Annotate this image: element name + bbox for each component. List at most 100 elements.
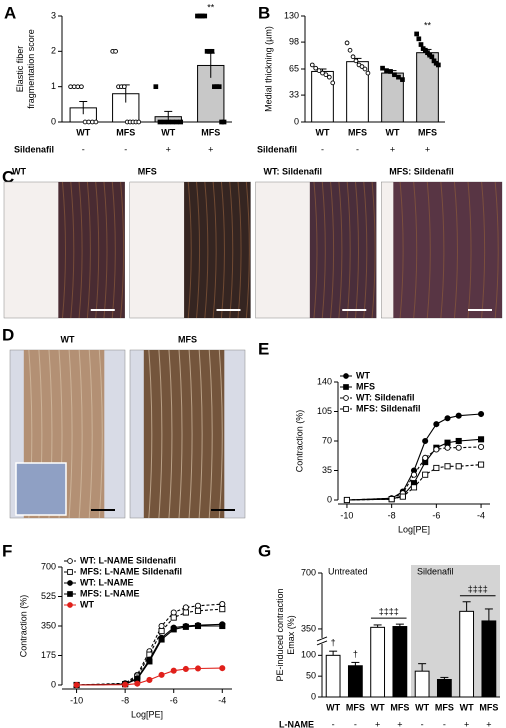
y-axis-title: Contraction (%) — [294, 410, 304, 473]
marker — [182, 623, 189, 630]
tissue-fiber — [70, 181, 75, 319]
marker — [422, 454, 429, 461]
marker — [146, 658, 153, 665]
tissue-fiber — [330, 181, 335, 319]
panel-letter: B — [258, 3, 270, 22]
y-axis-title: Elastic fiber — [15, 46, 25, 93]
marker — [433, 464, 440, 472]
tissue-fiber — [111, 181, 116, 319]
y-tick-label: 70 — [322, 435, 332, 445]
marker — [422, 437, 429, 445]
marker — [157, 119, 163, 125]
tissue-fiber — [204, 181, 209, 319]
marker — [178, 119, 184, 125]
marker — [478, 461, 485, 468]
marker — [455, 437, 462, 445]
marker — [194, 622, 202, 630]
y-tick-label: 0 — [51, 116, 56, 126]
marker — [380, 65, 385, 71]
marker — [136, 119, 142, 125]
marker — [170, 626, 177, 633]
x-tick-label: WT — [460, 702, 474, 712]
marker — [343, 384, 349, 390]
x-tick-label: WT — [326, 702, 340, 712]
marker — [444, 415, 451, 422]
marker — [194, 602, 202, 609]
marker — [93, 119, 99, 125]
marker — [353, 58, 359, 64]
marker — [158, 671, 165, 678]
annotation: ** — [207, 2, 215, 12]
bar — [370, 626, 386, 698]
annotation: ** — [424, 20, 432, 30]
marker — [134, 680, 141, 687]
marker — [67, 558, 73, 564]
tissue-fiber — [494, 181, 499, 319]
y-tick-label: 98 — [289, 36, 299, 46]
bar — [414, 670, 430, 698]
tissue — [309, 182, 377, 318]
bar — [381, 72, 404, 123]
bracket-label: ‡‡‡‡ — [468, 584, 488, 594]
legend-label: WT: L-NAME Sildenafil — [80, 555, 176, 565]
tissue-fiber — [208, 349, 213, 519]
inset — [15, 462, 67, 516]
marker — [396, 74, 401, 80]
tissue-fiber — [237, 181, 242, 319]
tissue-fiber — [198, 349, 203, 519]
legend-label: MFS: L-NAME Sildenafil — [80, 566, 182, 576]
marker — [326, 74, 332, 80]
marker — [365, 70, 371, 76]
marker — [216, 84, 222, 90]
row-value: + — [464, 719, 469, 728]
y-axis-title: fragmentation score — [26, 29, 36, 109]
y-axis-title: Contraction (%) — [18, 595, 28, 658]
marker — [182, 604, 189, 611]
bar — [459, 610, 475, 698]
y-tick-label: 0 — [311, 691, 316, 701]
marker — [343, 395, 349, 401]
row-value: - — [332, 719, 335, 728]
marker — [429, 54, 435, 60]
annotation: † — [353, 649, 358, 659]
x-tick-label: WT — [316, 127, 330, 137]
row-value: - — [82, 144, 85, 154]
tissue-fiber — [95, 181, 100, 319]
x-tick-label: WT — [415, 702, 429, 712]
panel-letter: G — [258, 541, 271, 560]
y-tick-label: 35 — [322, 465, 332, 475]
marker — [219, 665, 226, 672]
marker — [444, 463, 451, 470]
tissue-fiber — [68, 349, 73, 519]
x-tick-label: -4 — [218, 695, 226, 705]
marker — [343, 373, 349, 379]
x-tick-label: MFS — [418, 127, 437, 137]
y-tick-label: 140 — [317, 376, 332, 386]
row-label: Sildenafil — [14, 144, 54, 154]
marker — [433, 446, 440, 453]
x-tick-label: MFS — [479, 702, 498, 712]
marker — [122, 681, 129, 688]
marker — [433, 421, 440, 428]
panel-letter: D — [2, 325, 14, 344]
row-value: + — [166, 144, 171, 154]
x-tick-label: -6 — [432, 510, 440, 520]
marker — [194, 665, 202, 672]
tissue-fiber — [168, 349, 173, 519]
marker — [414, 31, 419, 37]
marker — [67, 602, 73, 608]
marker — [399, 493, 406, 500]
tissue-fiber — [86, 181, 91, 319]
marker — [455, 412, 462, 419]
marker — [455, 444, 462, 451]
x-tick-label: -8 — [121, 695, 129, 705]
image-label: MFS — [138, 166, 157, 176]
y-tick-label: 50 — [306, 671, 316, 681]
x-tick-label: MFS — [201, 127, 220, 137]
legend-label: WT: L-NAME — [80, 577, 134, 587]
tissue-fiber — [426, 181, 431, 319]
group-label: Sildenafil — [417, 566, 454, 576]
marker — [444, 439, 451, 446]
marker — [113, 48, 118, 54]
y-tick-label: 100 — [301, 650, 316, 660]
